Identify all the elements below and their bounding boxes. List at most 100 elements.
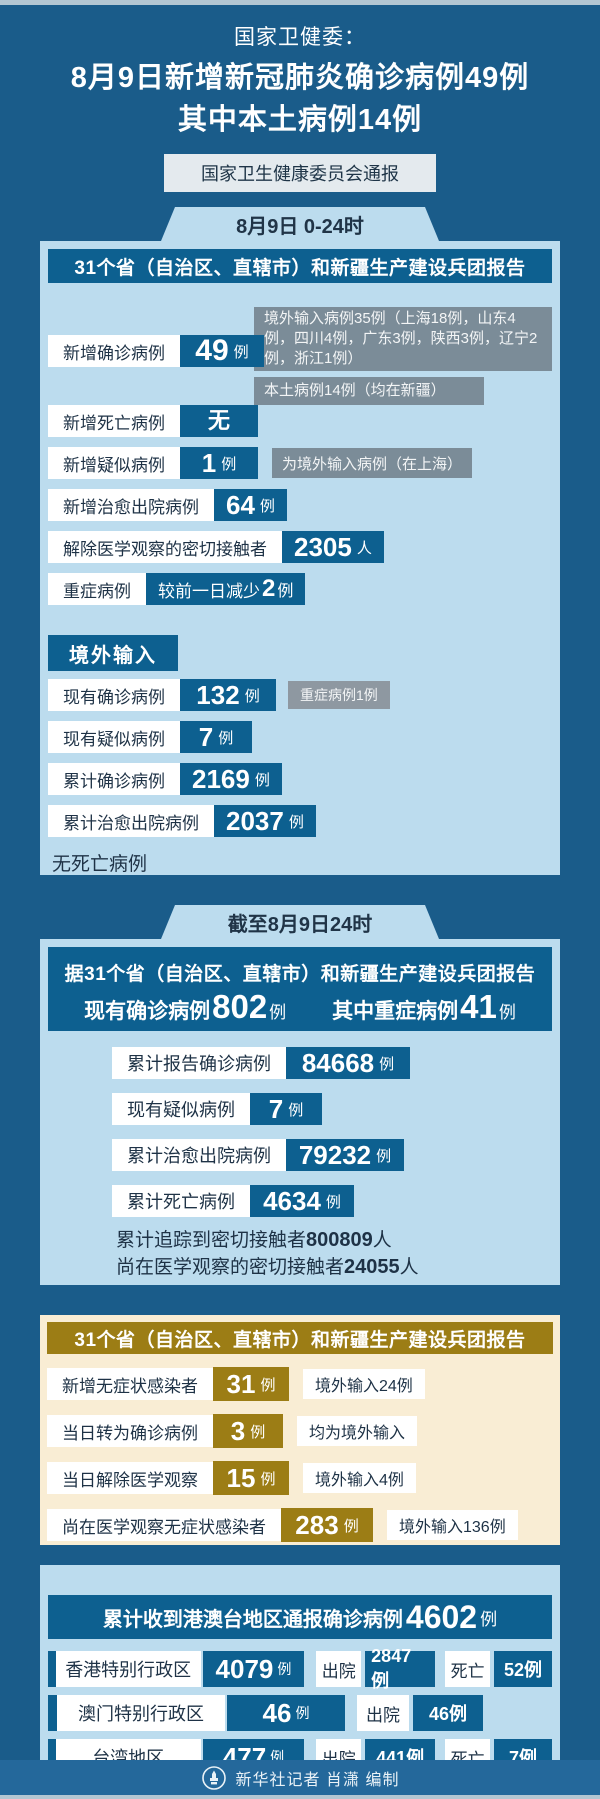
stat-unit: 例 [260,1470,276,1488]
new-suspected-row: 新增疑似病例 1 例 为境外输入病例（在上海） [48,447,552,479]
total-deaths-row: 累计死亡病例 4634 例 [112,1185,552,1217]
source-badge: 国家卫生健康委员会通报 [164,154,436,192]
stat-value: 132 [196,680,240,710]
section-daily: 8月9日 0-24时 31个省（自治区、直辖市）和新疆生产建设兵团报告 境外输入… [0,207,600,875]
region-value-box: 4079 例 [202,1651,305,1687]
hmt-header-unit: 例 [480,1609,498,1629]
stat-note: 境外输入136例 [387,1510,518,1540]
stat-value-box: 31 例 [213,1367,289,1401]
stat-note: 境外输入24例 [303,1369,425,1399]
stat-label: 新增确诊病例 [48,335,180,367]
macau-row: 澳门特别行政区 46 例 出院 46例 [48,1695,552,1731]
region-label: 澳门特别行政区 [57,1695,225,1731]
severe-value: 41 [460,988,497,1025]
imported-no-death-note: 无死亡病例 [52,854,148,875]
severe-cases-row: 重症病例 较前一日减少 2 例 [48,573,552,605]
section-cumulative-tab: 截至8月9日24时 [161,905,439,939]
cumulative-headline-box: 据31个省（自治区、直辖市）和新疆生产建设兵团报告 现有确诊病例 802 例 其… [48,947,552,1031]
stat-label: 现有疑似病例 [48,721,180,753]
stat-unit: 例 [221,455,237,473]
region-label: 香港特别行政区 [55,1651,201,1687]
asymptomatic-released-row: 当日解除医学观察 15 例 境外输入4例 [47,1461,553,1495]
region-value-box: 46 例 [227,1695,345,1731]
new-confirmed-row: 境外输入病例35例（上海18例，山东4例，四川4例，广东3例，陕西3例，辽宁2例… [48,307,552,405]
stat-value: 3 [230,1415,246,1446]
hongkong-row: 香港特别行政区 4079 例 出院 2847例 死亡 52例 [48,1646,552,1691]
stat-value-box: 49 例 [180,335,264,367]
contacts-traced-suffix: 人 [372,1230,392,1251]
hmt-header-prefix: 累计收到港澳台地区通报确诊病例 [102,1608,403,1631]
stat-value-box: 2169 例 [180,763,282,795]
discharged-value: 2847例 [365,1646,436,1691]
discharged-label: 出院 [316,1651,362,1687]
current-suspected-row: 现有疑似病例 7 例 [112,1093,552,1125]
stat-unit: 例 [259,497,275,515]
stat-value-box: 283 例 [281,1508,373,1542]
stat-value: 31 [226,1368,256,1399]
row-notch [48,1695,57,1731]
stat-unit: 例 [376,1147,392,1165]
new-recovered-row: 新增治愈出院病例 64 例 [48,489,552,521]
stat-note: 境外输入4例 [303,1463,416,1493]
section-cumulative-panel: 据31个省（自治区、直辖市）和新疆生产建设兵团报告 现有确诊病例 802 例 其… [40,939,560,1285]
new-deaths-row: 新增死亡病例 无 [48,405,552,437]
stat-label: 尚在医学观察无症状感染者 [47,1509,281,1541]
stat-label: 现有确诊病例 [48,679,180,711]
stat-label: 累计报告确诊病例 [112,1047,286,1079]
stat-value: 7 [198,722,214,752]
new-confirmed-line: 新增确诊病例 49 例 [48,335,264,367]
stat-value: 84668 [301,1048,375,1078]
stat-unit: 人 [356,539,372,557]
stat-label: 当日转为确诊病例 [47,1415,213,1447]
stat-label: 累计治愈出院病例 [48,805,214,837]
title-line-2: 其中本土病例14例 [177,104,423,136]
cumulative-report-line: 据31个省（自治区、直辖市）和新疆生产建设兵团报告 [64,964,536,985]
stat-value: 15 [226,1462,256,1493]
stat-value: 64 [226,490,255,520]
stat-value-box: 1 例 [180,447,258,479]
contacts-traced-line: 累计追踪到密切接触者800809人 [116,1227,552,1254]
stat-unit: 例 [260,1376,276,1394]
death-value: 52例 [494,1651,552,1687]
stat-label: 现有疑似病例 [112,1093,250,1125]
imported-severe-note: 重症病例1例 [288,681,390,709]
asymptomatic-converted-row: 当日转为确诊病例 3 例 均为境外输入 [47,1414,553,1448]
stat-value: 7 [268,1094,284,1124]
stat-value-box: 7 例 [250,1093,322,1125]
stat-value-box: 64 例 [214,489,287,521]
released-contacts-row: 解除医学观察的密切接触者 2305 人 [48,531,552,563]
current-confirmed-value: 802 [212,988,268,1025]
stat-label: 解除医学观察的密切接触者 [48,531,282,563]
section-cumulative: 截至8月9日24时 据31个省（自治区、直辖市）和新疆生产建设兵团报告 现有确诊… [0,905,600,1285]
new-confirmed-notes: 境外输入病例35例（上海18例，山东4例，四川4例，广东3例，陕西3例，辽宁2例… [254,307,552,411]
stat-label: 当日解除医学观察 [47,1462,213,1494]
stat-unit: 例 [325,1193,341,1211]
footer-credit-text: 新华社记者 肖潇 编制 [235,1771,400,1789]
discharged-label: 出院 [357,1695,409,1731]
header-kicker: 国家卫健委： [234,26,366,49]
imported-total-recovered-row: 累计治愈出院病例 2037 例 [48,805,552,837]
stat-label: 累计死亡病例 [112,1185,250,1217]
stat-unit: 例 [379,1055,395,1073]
suspected-origin-note: 为境外输入病例（在上海） [272,448,473,478]
stat-value: 79232 [298,1140,372,1170]
discharged-value: 46例 [413,1695,483,1731]
imported-total-confirmed-row: 累计确诊病例 2169 例 [48,763,552,795]
section-daily-report-bar: 31个省（自治区、直辖市）和新疆生产建设兵团报告 [48,249,552,283]
stat-value: 283 [295,1509,339,1540]
stat-label: 新增疑似病例 [48,447,180,479]
title-line-1: 8月9日新增新冠肺炎确诊病例49例 [70,62,530,94]
stat-label: 重症病例 [48,573,146,605]
current-confirmed-unit: 例 [269,1003,287,1022]
death-label: 死亡 [445,1651,490,1687]
bottom-edge-strip [0,1795,600,1799]
stat-unit: 例 [254,771,270,789]
stat-unit: 例 [233,343,249,361]
contacts-observed-prefix: 尚在医学观察的密切接触者 [116,1257,345,1278]
section-daily-tab: 8月9日 0-24时 [161,207,439,241]
stat-value-box: 79232 例 [286,1139,404,1171]
stat-unit: 例 [250,1423,266,1441]
page-title: 8月9日新增新冠肺炎确诊病例49例 其中本土病例14例 [0,57,600,141]
region-unit: 例 [277,1661,292,1677]
asymptomatic-observed-row: 尚在医学观察无症状感染者 283 例 境外输入136例 [47,1508,553,1542]
